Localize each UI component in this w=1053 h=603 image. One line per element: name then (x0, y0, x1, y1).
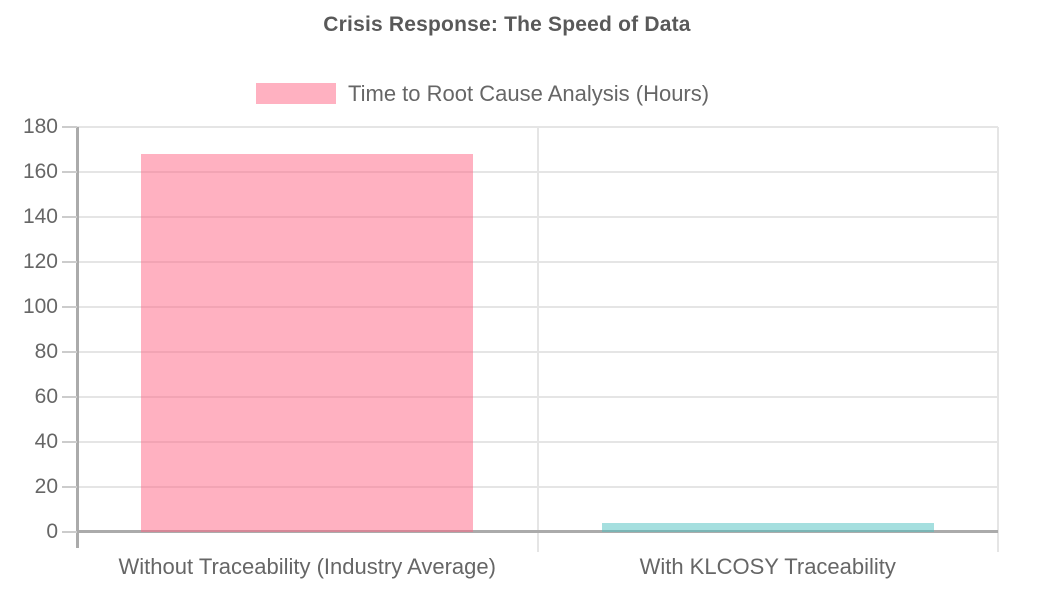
x-category-label: Without Traceability (Industry Average) (118, 554, 496, 579)
y-tick-mark (62, 396, 77, 398)
y-tick-label: 60 (34, 385, 58, 408)
y-tick-mark (62, 531, 77, 533)
bar-without-traceability (141, 154, 474, 532)
y-axis-line (76, 127, 79, 548)
y-tick-label: 40 (34, 430, 58, 453)
y-tick-label: 20 (34, 475, 58, 498)
y-tick-mark (62, 171, 77, 173)
plot-area (76, 126, 999, 552)
x-category-label: With KLCOSY Traceability (639, 554, 896, 579)
y-tick-mark (62, 486, 77, 488)
y-tick-label: 160 (22, 160, 58, 183)
y-tick-mark (62, 126, 77, 128)
bar-with-klcosy-traceability (601, 523, 934, 532)
y-tick-label: 0 (46, 520, 58, 543)
y-tick-label: 80 (34, 340, 58, 363)
y-tick-label: 140 (22, 205, 58, 228)
v-gridline (536, 127, 539, 552)
y-tick-mark (62, 306, 77, 308)
x-axis-line (77, 530, 998, 533)
v-gridline (997, 127, 999, 552)
y-tick-mark (62, 261, 77, 263)
y-tick-mark (62, 441, 77, 443)
legend-swatch (256, 83, 336, 104)
legend-label: Time to Root Cause Analysis (Hours) (348, 81, 710, 106)
legend-item[interactable]: Time to Root Cause Analysis (Hours) (256, 81, 709, 106)
y-tick-mark (62, 216, 77, 218)
chart-title: Crisis Response: The Speed of Data (323, 13, 691, 36)
y-tick-label: 120 (22, 250, 58, 273)
y-tick-label: 100 (22, 295, 58, 318)
y-tick-mark (62, 351, 77, 353)
y-tick-label: 180 (22, 115, 58, 138)
